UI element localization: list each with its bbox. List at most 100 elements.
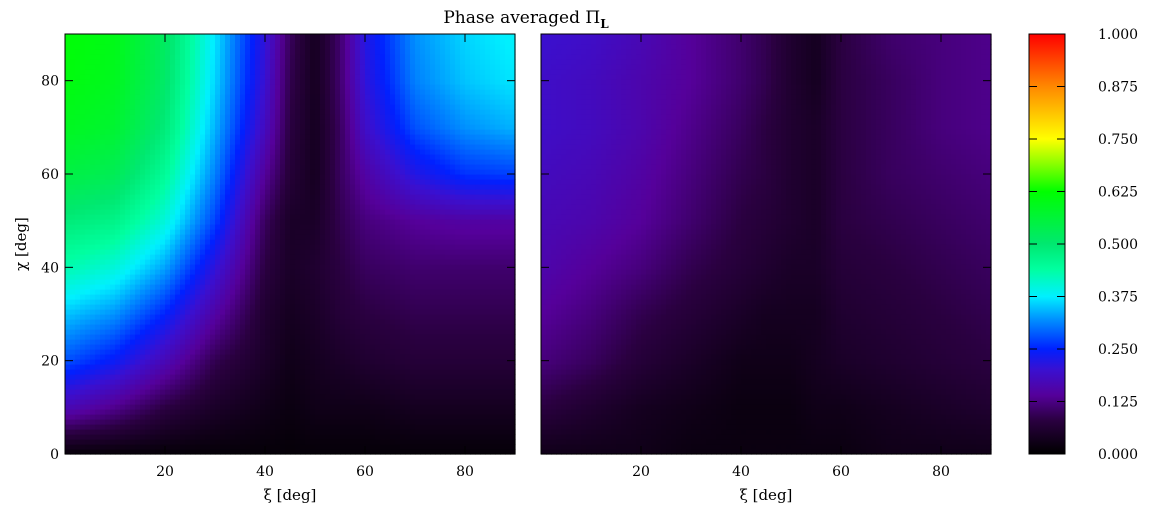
- heatmap-cell: [425, 259, 431, 265]
- heatmap-cell: [225, 314, 231, 320]
- heatmap-cell: [310, 314, 316, 320]
- heatmap-cell: [390, 434, 396, 440]
- heatmap-cell: [260, 409, 266, 415]
- heatmap-cell: [435, 414, 441, 420]
- heatmap-cell: [260, 289, 266, 295]
- heatmap-cell: [500, 204, 506, 210]
- heatmap-cell: [105, 264, 111, 270]
- heatmap-cell: [75, 239, 81, 245]
- heatmap-cell: [125, 219, 131, 225]
- heatmap-cell: [290, 324, 296, 330]
- heatmap-cell: [190, 279, 196, 285]
- heatmap-cell: [325, 264, 331, 270]
- heatmap-cell: [70, 184, 76, 190]
- heatmap-cell: [215, 269, 221, 275]
- heatmap-cell: [290, 394, 296, 400]
- heatmap-cell: [240, 399, 246, 405]
- heatmap-cell: [70, 314, 76, 320]
- heatmap-cell: [200, 174, 206, 180]
- heatmap-cell: [160, 434, 166, 440]
- heatmap-cell: [85, 314, 91, 320]
- heatmap-cell: [215, 354, 221, 360]
- heatmap-cell: [425, 379, 431, 385]
- heatmap-cell: [145, 274, 151, 280]
- heatmap-cell: [500, 314, 506, 320]
- heatmap-cell: [365, 274, 371, 280]
- heatmap-cell: [135, 339, 141, 345]
- heatmap-cell: [135, 209, 141, 215]
- heatmap-cell: [500, 434, 506, 440]
- heatmap-cell: [75, 204, 81, 210]
- heatmap-cell: [230, 399, 236, 405]
- heatmap-cell: [450, 369, 456, 375]
- heatmap-cell: [90, 294, 96, 300]
- heatmap-cell: [280, 204, 286, 210]
- heatmap-cell: [245, 399, 251, 405]
- heatmap-cell: [210, 359, 216, 365]
- heatmap-cell: [200, 349, 206, 355]
- heatmap-cell: [155, 259, 161, 265]
- heatmap-cell: [290, 294, 296, 300]
- heatmap-cell: [230, 199, 236, 205]
- heatmap-cell: [305, 209, 311, 215]
- heatmap-cell: [200, 189, 206, 195]
- heatmap-cell: [210, 229, 216, 235]
- heatmap-cell: [385, 264, 391, 270]
- heatmap-cell: [495, 319, 501, 325]
- heatmap-cell: [215, 409, 221, 415]
- heatmap-cell: [375, 179, 381, 185]
- heatmap-cell: [140, 269, 146, 275]
- heatmap-cell: [350, 329, 356, 335]
- heatmap-cell: [65, 239, 71, 245]
- heatmap-cell: [95, 449, 101, 455]
- heatmap-cell: [510, 414, 516, 420]
- heatmap-cell: [180, 299, 186, 305]
- heatmap-cell: [270, 334, 276, 340]
- heatmap-cell: [100, 439, 106, 445]
- heatmap-cell: [335, 279, 341, 285]
- heatmap-cell: [245, 304, 251, 310]
- heatmap-cell: [510, 179, 516, 185]
- heatmap-cell: [250, 189, 256, 195]
- heatmap-cell: [165, 389, 171, 395]
- heatmap-cell: [250, 439, 256, 445]
- heatmap-cell: [85, 329, 91, 335]
- heatmap-cell: [305, 234, 311, 240]
- heatmap-cell: [310, 234, 316, 240]
- heatmap-cell: [105, 269, 111, 275]
- heatmap-cell: [415, 214, 421, 220]
- heatmap-cell: [200, 359, 206, 365]
- heatmap-cell: [345, 429, 351, 435]
- heatmap-cell: [460, 294, 466, 300]
- heatmap-cell: [170, 239, 176, 245]
- heatmap-cell: [330, 304, 336, 310]
- heatmap-cell: [130, 409, 136, 415]
- heatmap-cell: [80, 334, 86, 340]
- heatmap-cell: [310, 364, 316, 370]
- heatmap-cell: [445, 379, 451, 385]
- heatmap-cell: [380, 379, 386, 385]
- heatmap-cell: [245, 384, 251, 390]
- heatmap-cell: [95, 179, 101, 185]
- heatmap-cell: [325, 254, 331, 260]
- heatmap-cell: [350, 424, 356, 430]
- heatmap-cell: [280, 434, 286, 440]
- heatmap-cell: [275, 384, 281, 390]
- heatmap-cell: [65, 174, 71, 180]
- heatmap-cell: [470, 434, 476, 440]
- heatmap-cell: [210, 284, 216, 290]
- heatmap-cell: [450, 244, 456, 250]
- heatmap-cell: [275, 329, 281, 335]
- heatmap-cell: [85, 194, 91, 200]
- heatmap-cell: [220, 344, 226, 350]
- heatmap-cell: [305, 179, 311, 185]
- heatmap-cell: [70, 304, 76, 310]
- heatmap-cell: [175, 434, 181, 440]
- heatmap-cell: [125, 239, 131, 245]
- heatmap-cell: [355, 339, 361, 345]
- heatmap-cell: [295, 214, 301, 220]
- heatmap-cell: [365, 249, 371, 255]
- heatmap-cell: [365, 299, 371, 305]
- heatmap-cell: [390, 184, 396, 190]
- heatmap-cell: [65, 364, 71, 370]
